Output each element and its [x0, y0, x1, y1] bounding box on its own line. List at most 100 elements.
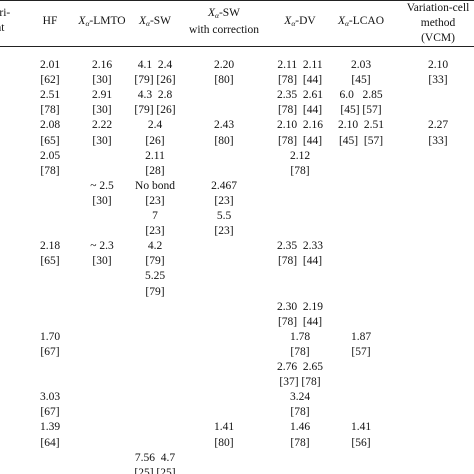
cell-sw: [23] [145, 194, 165, 207]
cell-vcm: 2.27 [427, 119, 449, 132]
cell-dv: [78] [290, 406, 310, 419]
header-lmto: Xα-LMTO [78, 15, 126, 28]
cell-sw: [28] [145, 164, 165, 177]
cell-hf: 2.51 [39, 89, 61, 102]
cell-experiment: [78] [0, 102, 20, 118]
cell-experiment: [23] [0, 223, 20, 239]
cell-experiment: 5.04 [0, 268, 20, 284]
cell-hf: [65] [40, 255, 60, 268]
cell-dv: [78] [290, 345, 310, 358]
cell-sw-correction: 1.41 [213, 421, 235, 434]
cell-sw: [79] [145, 285, 165, 298]
cell-experiment: 6.0 [0, 208, 20, 224]
cell-experiment: [78] [0, 465, 20, 474]
cell-sw: 4.1 2.4 [137, 59, 173, 71]
cell-hf: 2.01 [39, 59, 61, 71]
cell-hf: 1.39 [39, 421, 61, 434]
cell-experiment: 1.73 [0, 329, 20, 345]
cell-lmto: [30] [92, 134, 112, 147]
cell-dv: 2.11 2.11 [277, 59, 323, 71]
cell-hf: 3.03 [39, 391, 61, 404]
cell-experiment: 2.68 [0, 87, 20, 103]
cell-dv: 2.30 2.19 [277, 300, 323, 313]
cell-dv: [78] [44] [277, 104, 323, 117]
cell-lcao: [45] [57] [338, 134, 384, 147]
cell-sw: [26] [145, 134, 165, 147]
header-sw: Xα-SW [138, 15, 172, 28]
cell-sw: [23] [145, 225, 165, 238]
cell-experiment: 2.48 [0, 178, 20, 194]
cell-vcm: [33] [428, 74, 448, 87]
cell-experiment: [23] [0, 193, 20, 209]
cell-dv: 1.46 [289, 421, 311, 434]
cell-lmto: 2.22 [91, 119, 113, 132]
cell-sw-correction: [80] [214, 74, 234, 87]
cell-experiment: [78] [0, 344, 20, 360]
cell-lcao: 1.41 [350, 421, 372, 434]
cell-dv: 1.78 [289, 330, 311, 343]
cell-hf: [67] [40, 345, 60, 358]
cell-hf: [67] [40, 406, 60, 419]
cell-dv: 2.10 2.16 [277, 119, 323, 132]
cell-hf: [64] [40, 436, 60, 449]
cell-hf: 2.08 [39, 119, 61, 132]
cell-dv: 2.35 2.61 [277, 89, 323, 102]
header-dv: Xα-DV [284, 15, 316, 28]
cell-hf: 1.70 [39, 330, 61, 343]
cell-sw: 5.25 [144, 270, 166, 283]
cell-experiment: [78] [0, 163, 20, 179]
cell-vcm: [33] [428, 134, 448, 147]
cell-lcao: 6.0 2.85 [339, 89, 383, 102]
cell-sw: [79] [26] [134, 104, 176, 117]
header-vcm: Variation-cell method (VCM) [406, 2, 470, 44]
cell-experiment: [75] [0, 284, 20, 300]
cell-experiment: [78] [0, 133, 20, 149]
header-rule [0, 46, 474, 47]
cell-experiment: [78] [0, 404, 20, 420]
cell-lmto: ~ 2.3 [90, 240, 114, 253]
cell-experiment: [78] [0, 72, 20, 88]
cell-lmto: 2.91 [91, 89, 113, 102]
cell-experiment: 2.28 [0, 238, 20, 254]
header-lcao: Xα-LCAO [337, 15, 385, 28]
cell-dv: 2.35 2.33 [277, 240, 323, 253]
cell-lcao: [45] [57] [340, 104, 382, 117]
cell-sw-correction: 5.5 [216, 210, 232, 222]
cell-dv: [78] [44] [277, 315, 323, 328]
cell-experiment: 1.40 [0, 419, 20, 435]
cell-hf: [65] [40, 134, 60, 147]
cell-lcao: 1.87 [350, 330, 372, 343]
cell-sw-correction: 2.20 [213, 59, 235, 71]
cell-lmto: [30] [92, 74, 112, 87]
cell-experiment: 2.85 [0, 359, 20, 375]
cell-lcao: 2.10 2.51 [338, 119, 384, 132]
cell-experiment: [78] [0, 435, 20, 451]
cell-dv: [78] [44] [277, 134, 323, 147]
header-hf: HF [42, 15, 58, 27]
cell-experiment: 4.02 [0, 389, 20, 405]
cell-hf: 2.05 [39, 149, 61, 162]
cell-sw: 2.4 [147, 119, 163, 132]
cell-sw: 4.2 [147, 240, 163, 253]
cell-lcao: [56] [351, 436, 371, 449]
cell-dv: [78] [44] [277, 74, 323, 87]
cell-dv: [78] [290, 164, 310, 177]
cell-dv: 3.24 [289, 391, 311, 404]
cell-sw: [79] [26] [134, 74, 176, 87]
cell-hf: [78] [40, 164, 60, 177]
cell-hf: 2.18 [39, 240, 61, 253]
cell-sw-correction: [80] [214, 134, 234, 147]
cell-lmto: ~ 2.5 [90, 179, 114, 192]
cell-experiment: 2.13 [0, 117, 20, 133]
cell-sw-correction: 2.43 [213, 119, 235, 132]
header-sw-correction: Xα-SW with correction [189, 7, 259, 36]
cell-lmto: [30] [92, 194, 112, 207]
cell-experiment: 2.07 [0, 57, 20, 73]
cell-dv: [78] [44] [277, 255, 323, 268]
cell-hf: [62] [40, 74, 60, 87]
cell-lcao: [57] [351, 345, 371, 358]
cell-sw: 2.11 [145, 149, 165, 162]
header-experiment: Experi- ment [0, 7, 11, 34]
cell-vcm: 2.10 [427, 59, 449, 71]
